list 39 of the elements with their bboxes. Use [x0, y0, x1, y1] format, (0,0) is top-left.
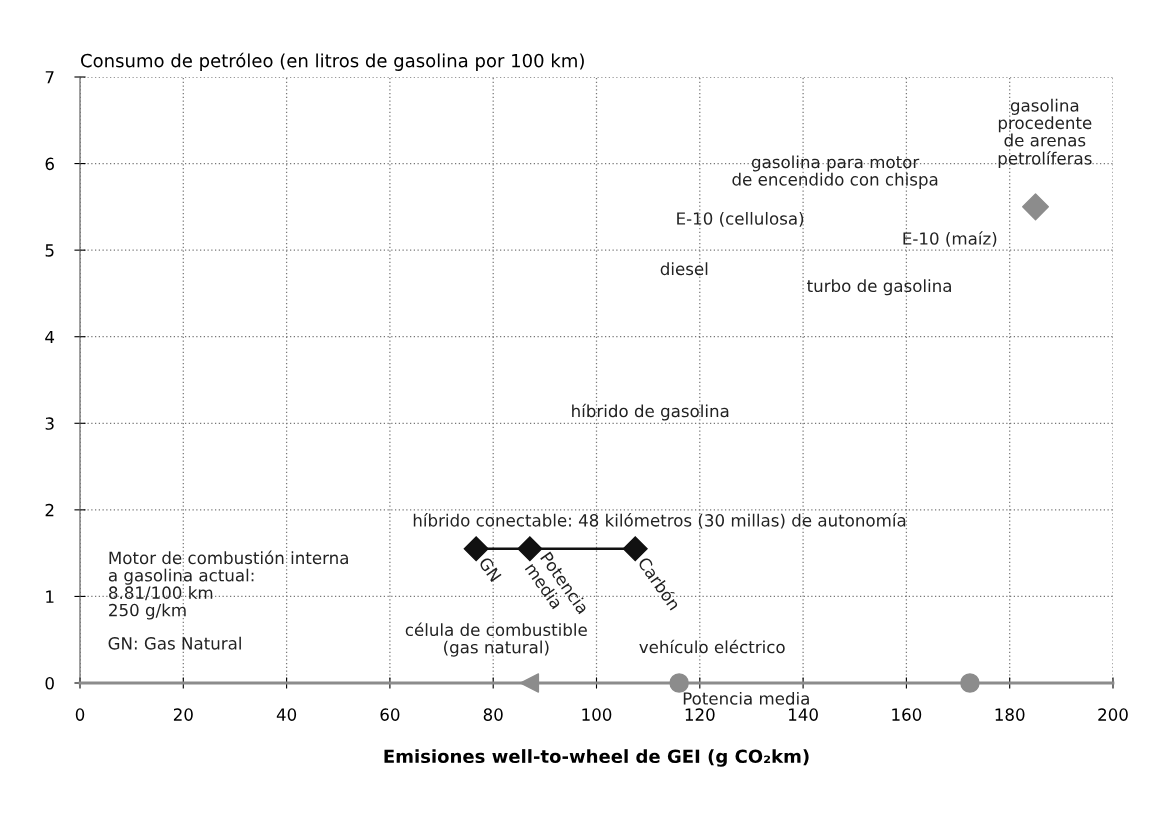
annotation: híbrido conectable: 48 kilómetros (30 millas) de autonomía: [413, 513, 906, 529]
annotation: E-10 (maíz): [903, 231, 997, 247]
y-tick-label: 4: [45, 330, 55, 344]
x-tick-label: 160: [892, 708, 922, 721]
x-tick-label: 40: [276, 708, 297, 721]
point: [1022, 193, 1050, 221]
data-label: GN: [478, 556, 502, 583]
point: [519, 673, 540, 693]
annotation: GN: Gas Natural: [108, 636, 241, 650]
point: [960, 673, 980, 693]
x-tick-label: 0: [75, 708, 85, 721]
annotation: híbrido de gasolina: [572, 403, 729, 421]
x-tick-label: 100: [582, 708, 612, 721]
annotation: gasolina para motor de encendido con chispa: [732, 155, 938, 189]
point: [669, 673, 689, 693]
y-tick-label: 6: [45, 157, 54, 171]
x-tick-label: 180: [995, 708, 1025, 721]
annotation: célula de combustible (gas natural): [405, 622, 587, 657]
x-axis-title: Emisiones well-to-wheel de GEI (g CO₂km): [384, 749, 809, 767]
x-tick-label: 120: [685, 708, 715, 721]
x-tick-label: 200: [1098, 708, 1128, 721]
y-tick-label: 7: [45, 71, 54, 84]
y-axis-title: Consumo de petróleo (en litros de gasolina por 100 km): [81, 52, 584, 71]
annotation: E-10 (cellulosa): [677, 211, 804, 227]
x-tick-label: 20: [173, 708, 193, 721]
annotation: Motor de combustión interna a gasolina actual: 8.81/100 km 250 g/km: [108, 550, 348, 620]
y-tick-label: 5: [45, 244, 54, 257]
text: Potencia media: [683, 691, 809, 705]
y-tick-label: 1: [46, 590, 54, 603]
x-tick-label: 80: [483, 708, 503, 721]
annotation: turbo de gasolina: [807, 279, 951, 296]
annotation: diesel: [660, 262, 708, 276]
x-tick-label: 140: [789, 708, 818, 721]
annotation: gasolina procedente de arenas petrolíferas: [998, 98, 1092, 168]
y-tick-label: 0: [45, 676, 54, 690]
annotation: vehículo eléctrico: [639, 639, 785, 654]
x-tick-label: 60: [380, 708, 400, 721]
y-tick-label: 3: [45, 417, 54, 430]
y-tick-label: 2: [45, 503, 54, 517]
